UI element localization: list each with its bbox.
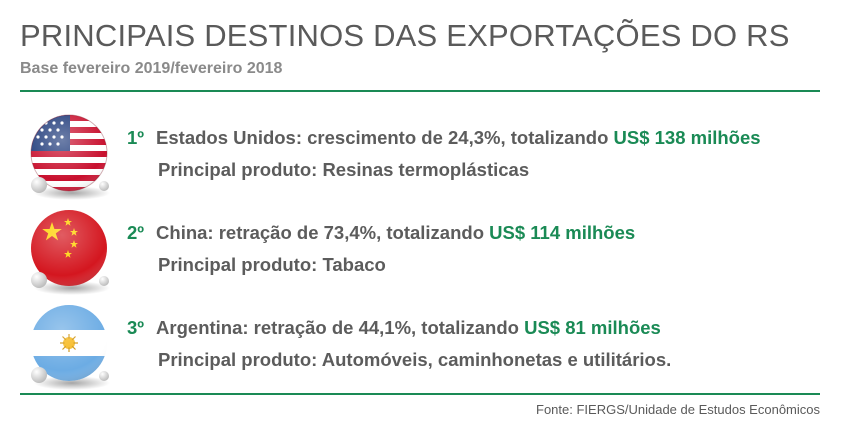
rank-label: 2º: [127, 222, 145, 243]
rank-label: 3º: [127, 317, 145, 338]
destination-summary: 2º China: retração de 73,4%, totalizando …: [127, 222, 635, 244]
main-product: Principal produto: Automóveis, caminhone…: [158, 349, 672, 370]
source-note: Fonte: FIERGS/Unidade de Estudos Econômi…: [536, 402, 820, 417]
main-product: Principal produto: Tabaco: [158, 254, 386, 275]
destination-summary: 3º Argentina: retração de 44,1%, totaliza…: [127, 317, 661, 339]
destination-summary: 1º Estados Unidos: crescimento de 24,3%, …: [127, 127, 761, 149]
destination-text: Argentina: retração de 44,1%, totalizand…: [156, 317, 525, 338]
argentina-flag-globe-icon: [31, 305, 110, 390]
export-value: US$ 81 milhões: [524, 317, 661, 338]
destination-text: China: retração de 73,4%, totalizando: [156, 222, 490, 243]
export-value: US$ 138 milhões: [613, 127, 761, 148]
destination-text: Estados Unidos: crescimento de 24,3%, to…: [156, 127, 614, 148]
china-flag-globe-icon: [31, 210, 110, 295]
main-product: Principal produto: Resinas termoplástica…: [158, 159, 530, 180]
rank-label: 1º: [127, 127, 145, 148]
page-title: PRINCIPAIS DESTINOS DAS EXPORTAÇÕES DO R…: [20, 18, 790, 53]
destination-entry-china: 2º China: retração de 73,4%, totalizando …: [22, 208, 822, 298]
destination-entry-argentina: 3º Argentina: retração de 44,1%, totaliza…: [22, 303, 822, 393]
top-divider: [20, 90, 820, 92]
destination-entry-usa: 1º Estados Unidos: crescimento de 24,3%, …: [22, 113, 822, 203]
usa-flag-globe-icon: [30, 114, 110, 200]
page-subtitle: Base fevereiro 2019/fevereiro 2018: [20, 60, 283, 77]
bottom-divider: [20, 393, 820, 395]
export-value: US$ 114 milhões: [489, 222, 636, 243]
